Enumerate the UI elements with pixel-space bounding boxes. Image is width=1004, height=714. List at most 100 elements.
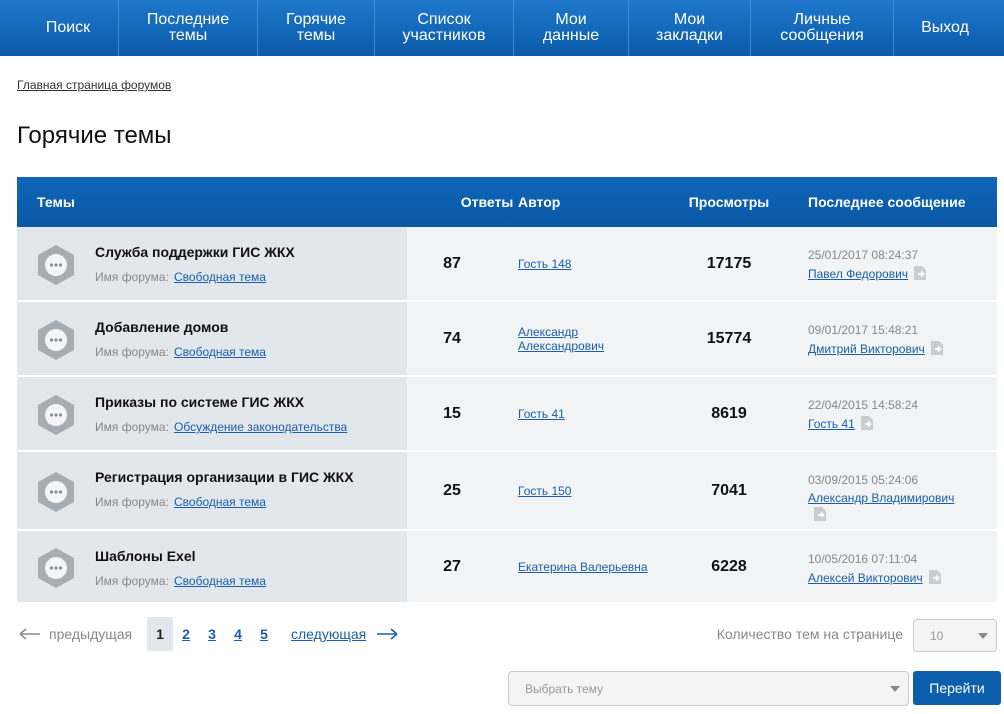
nav-bar: Поиск Последние темы Горячие темы Список уч…	[0, 0, 1004, 56]
page-number[interactable]: 2	[182, 626, 190, 642]
replies: 74	[443, 329, 461, 347]
next-link[interactable]: следующая	[291, 626, 367, 642]
topic-row: Приказы по системе ГИС ЖКХ Имя форума: Обс…	[17, 377, 997, 452]
replies: 27	[443, 557, 461, 575]
last-author-cell: Александр Владимирович	[808, 490, 966, 523]
last-author-link[interactable]: Алексей Викторович	[808, 571, 923, 585]
last-date: 25/01/2017 08:24:37	[808, 248, 919, 262]
last-author-cell: Алексей Викторович	[808, 569, 966, 586]
topic-icon	[36, 471, 76, 516]
page-number[interactable]: 5	[260, 626, 268, 642]
left-cell	[17, 377, 407, 450]
topic-icon	[36, 547, 76, 592]
forum-link[interactable]: Свободная тема	[174, 270, 266, 284]
nav-item[interactable]: Горячие темы	[257, 0, 374, 56]
next-arrow	[377, 628, 398, 640]
prev-link: предыдущая	[49, 626, 133, 642]
forum-link[interactable]: Свободная тема	[174, 574, 266, 588]
last-date: 10/05/2016 07:11:04	[808, 552, 918, 566]
nav-item[interactable]: Мои закладки	[628, 0, 750, 56]
topic-title[interactable]: Приказы по системе ГИС ЖКХ	[95, 394, 305, 410]
table-header: Темы Ответы Автор Просмотры Последнее сообще…	[17, 177, 997, 227]
topic-icon	[36, 394, 76, 439]
views: 7041	[711, 481, 747, 499]
per-page-label: Количество тем на странице	[716, 626, 903, 642]
prev-arrow	[19, 628, 40, 640]
author-link[interactable]: Гость 41	[518, 406, 565, 421]
topic-icon	[36, 244, 76, 289]
forum-link[interactable]: Свободная тема	[174, 495, 266, 509]
forum-link[interactable]: Обсуждение законодательства	[174, 420, 348, 434]
topic-row: Добавление домов Имя форума: Свободная тем…	[17, 302, 997, 377]
go-to-post-icon[interactable]	[855, 416, 876, 431]
go-to-post-icon[interactable]	[808, 507, 829, 522]
nav-item[interactable]: Список участников	[374, 0, 513, 56]
left-cell	[17, 302, 407, 375]
author-link[interactable]: Гость 150	[518, 483, 572, 498]
last-author-cell: Дмитрий Викторович	[808, 340, 966, 357]
topic-select[interactable]: Выбрать тему	[508, 671, 909, 706]
forum-label: Имя форума:	[95, 574, 169, 588]
go-button[interactable]: Перейти	[913, 671, 1001, 705]
author-link[interactable]: Гость 148	[518, 256, 572, 271]
topic-title[interactable]: Добавление домов	[95, 319, 229, 335]
nav-item[interactable]: Мои данные	[513, 0, 628, 56]
go-to-post-icon[interactable]	[923, 570, 944, 585]
column-header: Просмотры	[688, 194, 770, 210]
page-number[interactable]: 1	[147, 617, 173, 651]
left-cell	[17, 227, 407, 300]
last-date: 03/09/2015 05:24:06	[808, 473, 919, 487]
topic-select-placeholder: Выбрать тему	[525, 681, 604, 696]
forum-label: Имя форума:	[95, 345, 169, 359]
nav-item[interactable]: Последние темы	[118, 0, 257, 56]
topic-row: Шаблоны Exel Имя форума: Свободная тема 27 Е…	[17, 531, 997, 604]
forum-label: Имя форума:	[95, 495, 169, 509]
column-header: Темы	[37, 194, 75, 210]
forum-label: Имя форума:	[95, 270, 169, 284]
topic-title[interactable]: Регистрация организации в ГИС ЖКХ	[95, 469, 354, 485]
nav-item[interactable]: Поиск	[45, 19, 91, 36]
last-author-link[interactable]: Дмитрий Викторович	[808, 342, 925, 356]
last-date: 09/01/2017 15:48:21	[808, 323, 919, 337]
views: 8619	[711, 404, 747, 422]
go-to-post-icon[interactable]	[925, 341, 946, 356]
last-author-link[interactable]: Александр Владимирович	[808, 491, 955, 505]
page-title: Горячие темы	[17, 122, 172, 149]
forum-label: Имя форума:	[95, 420, 169, 434]
dropdown-arrow	[978, 633, 988, 639]
column-header: Ответы	[460, 194, 514, 210]
column-header: Последнее сообщение	[808, 194, 966, 210]
last-author-link[interactable]: Павел Федорович	[808, 267, 909, 281]
nav-item[interactable]: Выход	[893, 0, 996, 56]
last-author-link[interactable]: Гость 41	[808, 417, 855, 431]
column-header: Автор	[518, 194, 561, 210]
last-author-cell: Гость 41	[808, 415, 966, 432]
go-to-post-icon[interactable]	[908, 266, 929, 281]
author-link[interactable]: Екатерина Валерьевна	[518, 559, 648, 574]
views: 15774	[706, 329, 752, 347]
nav-item[interactable]: Личные сообщения	[750, 0, 893, 56]
dropdown-arrow	[890, 686, 900, 692]
left-cell	[17, 452, 407, 529]
topic-title[interactable]: Шаблоны Exel	[95, 548, 196, 564]
topic-title[interactable]: Служба поддержки ГИС ЖКХ	[95, 244, 295, 260]
replies: 87	[443, 254, 461, 272]
page-number[interactable]: 3	[208, 626, 216, 642]
views: 6228	[711, 557, 747, 575]
per-page-select[interactable]: 10	[913, 619, 997, 652]
topic-row: Служба поддержки ГИС ЖКХ Имя форума: Свобо…	[17, 227, 997, 302]
replies: 25	[443, 481, 461, 499]
last-author-cell: Павел Федорович	[808, 265, 966, 282]
breadcrumb[interactable]: Главная страница форумов	[17, 78, 172, 92]
topic-icon	[36, 319, 76, 364]
page-number[interactable]: 4	[234, 626, 242, 642]
left-cell	[17, 531, 407, 602]
topic-row: Регистрация организации в ГИС ЖКХ Имя фор…	[17, 452, 997, 531]
replies: 15	[443, 404, 461, 422]
last-date: 22/04/2015 14:58:24	[808, 398, 919, 412]
per-page-value: 10	[930, 628, 944, 643]
views: 17175	[706, 254, 752, 272]
author-link[interactable]: Александр Александрович	[518, 324, 605, 353]
forum-link[interactable]: Свободная тема	[174, 345, 266, 359]
